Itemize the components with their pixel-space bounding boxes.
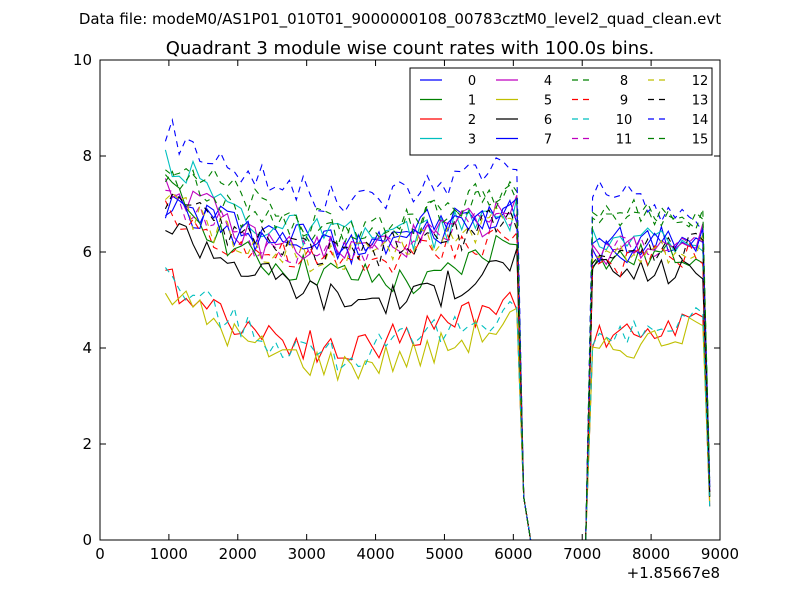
axis-ticks: 0 1000 2000 3000 4000 5000 6000 7000 8000 9000 0 2 4…	[73, 51, 739, 563]
x-offset-label: +1.85667e8	[627, 564, 720, 582]
legend-label-7: 7	[544, 133, 552, 148]
x-tick-label: 3000	[288, 545, 326, 563]
series-line-10	[164, 267, 711, 541]
legend-label-0: 0	[468, 74, 476, 89]
chart-suptitle: Data file: modeM0/AS1P01_010T01_90000001…	[79, 10, 721, 29]
series-line-7	[165, 195, 711, 541]
series-line-14	[164, 117, 711, 541]
y-tick-label: 2	[82, 435, 92, 453]
legend-label-2: 2	[468, 113, 476, 128]
plot-frame	[99, 59, 721, 541]
legend-box	[409, 67, 713, 156]
series-line-15	[165, 168, 711, 541]
y-tick-label: 10	[73, 51, 92, 69]
x-tick-label: 8000	[632, 545, 670, 563]
x-tick-label: 2000	[219, 545, 257, 563]
series-line-2	[165, 268, 711, 541]
series-line-12	[165, 192, 711, 541]
legend-label-4: 4	[544, 74, 552, 89]
legend-label-13: 13	[692, 94, 709, 109]
x-tick-label: 5000	[425, 545, 463, 563]
series-line-5	[164, 290, 711, 541]
x-tick-label: 6000	[494, 545, 532, 563]
x-tick-label: 1000	[150, 545, 188, 563]
legend-label-15: 15	[692, 133, 709, 148]
plot-lines	[164, 117, 711, 541]
legend-label-5: 5	[544, 94, 552, 109]
x-tick-label: 9000	[701, 545, 739, 563]
x-tick-label: 4000	[356, 545, 394, 563]
series-line-11	[165, 189, 711, 541]
series-line-8	[164, 169, 711, 541]
legend-label-3: 3	[468, 133, 476, 148]
legend-label-10: 10	[616, 113, 633, 128]
legend-label-11: 11	[616, 133, 633, 148]
legend-label-8: 8	[620, 74, 628, 89]
series-line-6	[165, 222, 711, 541]
y-tick-label: 0	[82, 531, 92, 549]
x-tick-label: 7000	[563, 545, 601, 563]
y-tick-label: 6	[82, 243, 92, 261]
series-line-3	[164, 149, 711, 541]
series-line-13	[164, 193, 711, 541]
series-line-4	[164, 178, 711, 541]
x-tick-label: 0	[95, 545, 105, 563]
legend-label-6: 6	[544, 113, 552, 128]
legend-label-12: 12	[692, 74, 709, 89]
legend-label-14: 14	[692, 113, 709, 128]
legend-label-9: 9	[620, 94, 628, 109]
series-line-9	[164, 200, 711, 541]
y-tick-label: 8	[82, 147, 92, 165]
y-tick-label: 4	[82, 339, 92, 357]
chart-title: Quadrant 3 module wise count rates with …	[166, 38, 655, 59]
legend-label-1: 1	[468, 94, 476, 109]
